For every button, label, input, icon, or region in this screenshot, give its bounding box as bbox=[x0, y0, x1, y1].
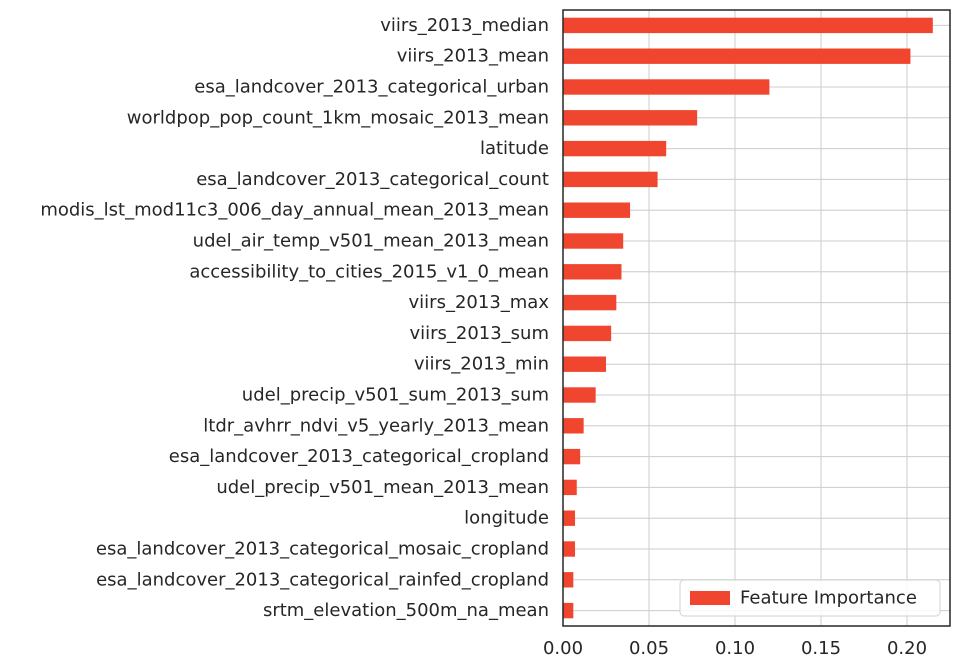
category-label: esa_landcover_2013_categorical_urban bbox=[194, 77, 549, 98]
category-label: udel_air_temp_v501_mean_2013_mean bbox=[193, 231, 549, 252]
category-label: viirs_2013_max bbox=[409, 292, 550, 313]
category-label: accessibility_to_cities_2015_v1_0_mean bbox=[189, 261, 549, 282]
bars-layer bbox=[563, 17, 933, 619]
category-labels: viirs_2013_median viirs_2013_mean esa_land… bbox=[40, 15, 549, 621]
x-axis-ticks: 0.00 0.05 0.10 0.15 0.20 bbox=[543, 638, 927, 659]
bar bbox=[563, 233, 624, 249]
bar bbox=[563, 418, 584, 434]
category-label: esa_landcover_2013_categorical_cropland bbox=[169, 446, 549, 467]
bar bbox=[563, 356, 606, 372]
bar bbox=[563, 79, 770, 95]
bar bbox=[563, 325, 612, 342]
bar bbox=[563, 602, 574, 619]
bar bbox=[563, 140, 667, 157]
bar bbox=[563, 572, 574, 588]
category-label: ltdr_avhrr_ndvi_v5_yearly_2013_mean bbox=[203, 415, 549, 436]
bar bbox=[563, 171, 658, 188]
bar bbox=[563, 448, 581, 465]
x-tick-label: 0.20 bbox=[887, 638, 927, 659]
category-label: udel_precip_v501_mean_2013_mean bbox=[216, 477, 549, 498]
x-tick-label: 0.15 bbox=[801, 638, 841, 659]
category-label: longitude bbox=[464, 508, 549, 529]
bar bbox=[563, 17, 933, 34]
category-label: udel_precip_v501_sum_2013_sum bbox=[242, 385, 549, 406]
category-label: worldpop_pop_count_1km_mosaic_2013_mean bbox=[127, 107, 549, 128]
legend-swatch bbox=[690, 591, 730, 605]
category-label: viirs_2013_median bbox=[380, 15, 549, 36]
bar bbox=[563, 510, 576, 526]
legend: Feature Importance bbox=[679, 579, 941, 617]
bar bbox=[563, 294, 617, 311]
x-tick-label: 0.05 bbox=[629, 638, 669, 659]
bar bbox=[563, 479, 577, 496]
category-label: esa_landcover_2013_categorical_mosaic_cr… bbox=[96, 539, 549, 560]
category-label: viirs_2013_sum bbox=[409, 323, 549, 344]
bar bbox=[563, 264, 622, 280]
x-tick-label: 0.00 bbox=[543, 638, 583, 659]
category-label: modis_lst_mod11c3_006_day_annual_mean_20… bbox=[40, 200, 549, 221]
x-tick-label: 0.10 bbox=[715, 638, 755, 659]
bar bbox=[563, 387, 596, 403]
category-label: esa_landcover_2013_categorical_rainfed_c… bbox=[96, 569, 549, 590]
grid-layer bbox=[562, 10, 950, 626]
bar bbox=[563, 110, 698, 126]
bar bbox=[563, 541, 576, 557]
category-label: viirs_2013_mean bbox=[397, 46, 549, 67]
category-label: viirs_2013_min bbox=[414, 354, 549, 375]
category-label: esa_landcover_2013_categorical_count bbox=[196, 169, 549, 190]
plot-frame bbox=[562, 9, 951, 627]
bar bbox=[563, 48, 911, 64]
legend-box bbox=[679, 579, 941, 617]
category-label: latitude bbox=[480, 138, 549, 159]
bar bbox=[563, 202, 631, 218]
legend-label: Feature Importance bbox=[740, 588, 917, 609]
category-label: srtm_elevation_500m_na_mean bbox=[263, 600, 549, 621]
